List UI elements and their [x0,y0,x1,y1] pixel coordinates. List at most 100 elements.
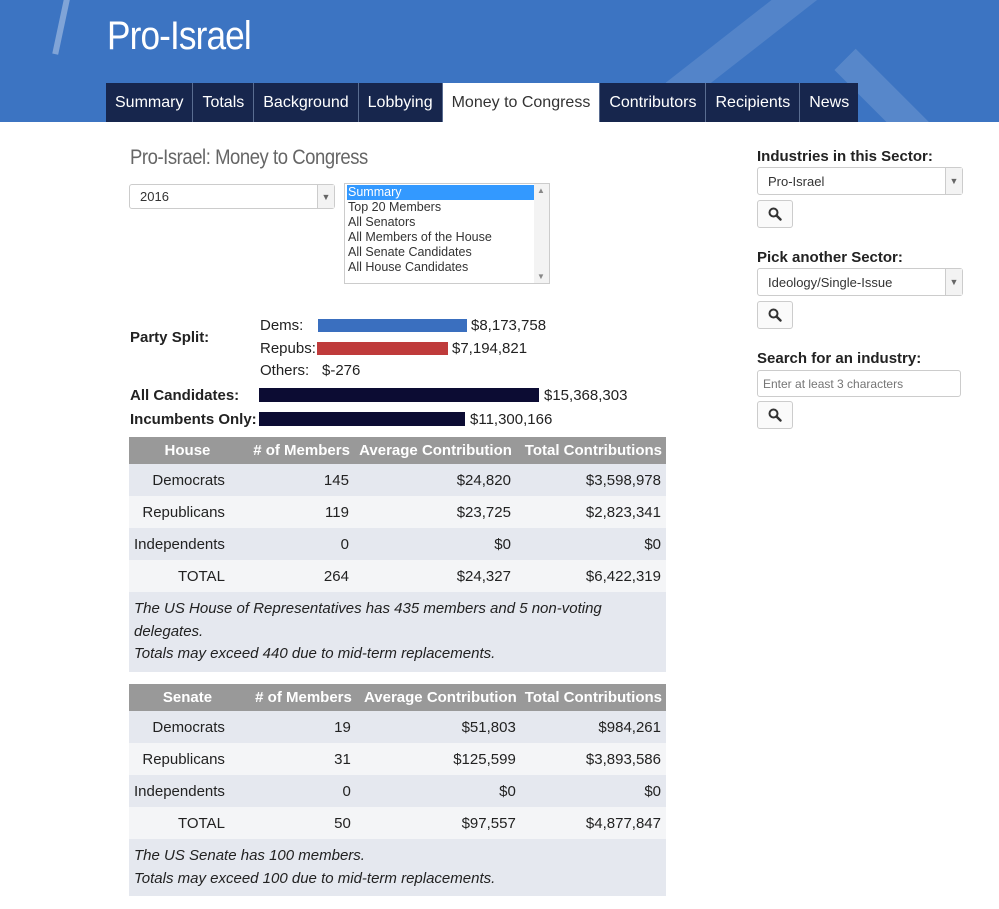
column-header: Average Contribution [353,437,516,464]
incumbents-label: Incumbents Only: [130,410,257,428]
repubs-row: Repubs: $7,194,821 [260,338,527,358]
dems-value: $8,173,758 [471,316,547,334]
table-cell: 50 [245,807,356,839]
table-row: TOTAL 50 $97,557 $4,877,847 [129,807,666,839]
tab-recipients[interactable]: Recipients [706,83,801,122]
table-cell: 0 [245,528,354,560]
house-table: House # of Members Average Contribution … [129,437,666,672]
table-cell: 0 [245,775,356,807]
dems-row: Dems: $8,173,758 [260,315,546,335]
table-cell: $125,599 [355,743,521,775]
tab-totals[interactable]: Totals [193,83,255,122]
table-cell: 19 [245,711,356,743]
search-icon [768,408,782,422]
others-row: Others: $-276 [260,360,360,380]
nav-tabs: Summary Totals Background Lobbying Money… [106,83,859,122]
table-cell: $24,327 [353,560,516,592]
listbox-scrollbar[interactable]: ▲ ▼ [534,184,549,283]
site-title: Pro-Israel [107,14,252,58]
column-header: # of Members [245,437,354,464]
repubs-value: $7,194,821 [452,339,528,357]
table-cell: $97,557 [355,807,521,839]
row-label: Republicans [129,496,246,528]
sector-go-button[interactable] [757,301,793,329]
industry-search-button[interactable] [757,401,793,429]
all-candidates-row: All Candidates: $15,368,303 [130,384,627,406]
table-row: Democrats 19 $51,803 $984,261 [129,711,666,743]
table-header-row: House # of Members Average Contribution … [129,437,666,464]
listbox-option[interactable]: Top 20 Members [348,200,442,214]
row-label: Democrats [129,464,246,496]
table-header-row: Senate # of Members Average Contribution… [129,684,666,711]
column-header: Total Contributions [515,437,666,464]
dems-bar [318,318,467,332]
column-header: Total Contributions [520,684,666,711]
sector-select[interactable]: Ideology/Single-Issue ▼ [757,268,963,296]
dems-label: Dems: [260,316,304,334]
others-label: Others: [260,361,310,379]
table-cell: $51,803 [355,711,521,743]
incumbents-value: $11,300,166 [470,410,553,428]
table-cell: 31 [245,743,356,775]
row-label: TOTAL [129,807,246,839]
page-title: Pro-Israel: Money to Congress [130,146,368,169]
header-decoration [52,0,74,55]
table-cell: 264 [245,560,354,592]
year-select-value: 2016 [140,189,169,204]
row-label: Democrats [129,711,246,743]
table-cell: $0 [515,528,666,560]
incumbents-bar [259,412,465,426]
table-cell: $3,598,978 [515,464,666,496]
industry-search-input[interactable] [757,370,961,397]
table-cell: $0 [520,775,666,807]
note-line: Totals may exceed 440 due to mid-term re… [134,645,496,662]
sector-label: Pick another Sector: [757,249,903,266]
tab-news[interactable]: News [800,83,859,122]
table-cell: $984,261 [520,711,666,743]
tab-money-to-congress[interactable]: Money to Congress [442,83,601,122]
table-cell: $0 [353,528,516,560]
view-listbox[interactable]: Summary Top 20 Members All Senators All … [344,183,550,284]
chevron-down-icon: ▼ [945,168,962,194]
industry-select[interactable]: Pro-Israel ▼ [757,167,963,195]
row-label: Independents [129,775,246,807]
others-value: $-276 [322,361,361,379]
table-row: Republicans 31 $125,599 $3,893,586 [129,743,666,775]
table-cell: $6,422,319 [515,560,666,592]
repubs-label: Repubs: [260,339,316,357]
site-header: Pro-Israel Summary Totals Background Lob… [0,0,999,122]
listbox-option[interactable]: All Members of the House [348,230,492,244]
sector-select-value: Ideology/Single-Issue [768,275,893,290]
tab-lobbying[interactable]: Lobbying [358,83,443,122]
listbox-option[interactable]: All Senate Candidates [348,245,472,259]
tab-background[interactable]: Background [254,83,359,122]
note-line: Totals may exceed 100 due to mid-term re… [134,869,496,887]
table-cell: $4,877,847 [520,807,666,839]
note-line: The US House of Representatives has 435 … [134,600,602,640]
tab-contributors[interactable]: Contributors [600,83,707,122]
listbox-option[interactable]: All House Candidates [348,260,469,274]
table-row: TOTAL 264 $24,327 $6,422,319 [129,560,666,592]
table-cell: $24,820 [353,464,516,496]
search-icon [768,308,782,322]
table-cell: $0 [355,775,521,807]
note-line: The US Senate has 100 members. [134,847,365,864]
column-header: Senate [129,684,246,711]
table-note-row: The US Senate has 100 members. Totals ma… [129,839,666,896]
tab-summary[interactable]: Summary [106,83,194,122]
listbox-option[interactable]: Summary [347,185,536,200]
table-cell: $2,823,341 [515,496,666,528]
table-cell: $3,893,586 [520,743,666,775]
scroll-up-icon[interactable]: ▲ [537,186,545,195]
listbox-option[interactable]: All Senators [348,215,416,229]
row-label: Independents [129,528,246,560]
scroll-down-icon[interactable]: ▼ [537,272,545,281]
industry-go-button[interactable] [757,200,793,228]
industries-label: Industries in this Sector: [757,148,933,165]
table-cell: 119 [245,496,354,528]
chevron-down-icon: ▼ [317,185,334,208]
table-row: Republicans 119 $23,725 $2,823,341 [129,496,666,528]
year-select[interactable]: 2016 ▼ [129,184,335,209]
repubs-bar [317,341,448,355]
column-header: Average Contribution [355,684,521,711]
